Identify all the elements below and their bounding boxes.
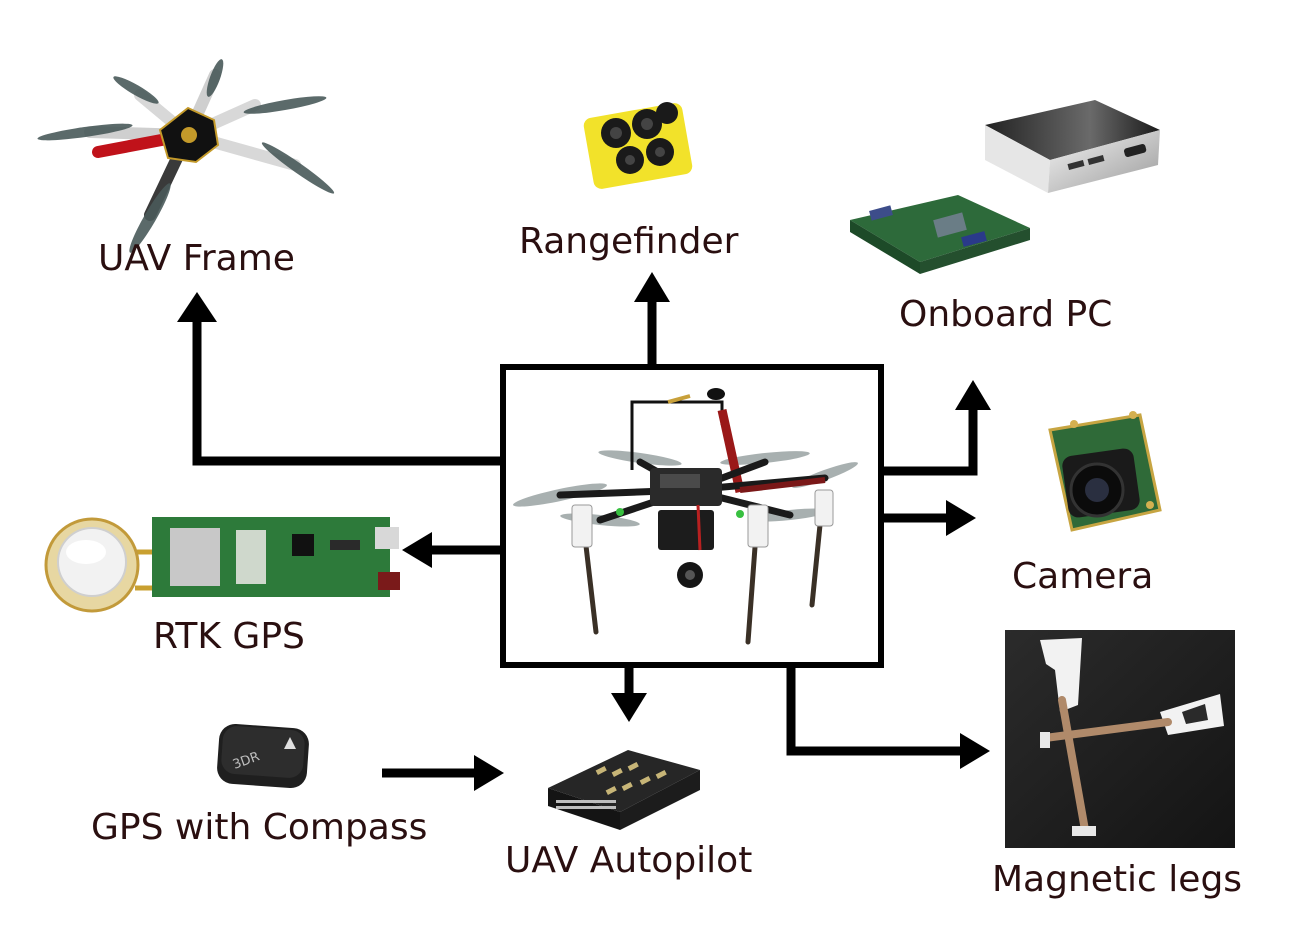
arrow-to-magnetic-legs [786, 665, 990, 769]
arrow-to-rtk-gps [402, 532, 503, 568]
arrow-to-uav-frame [177, 292, 503, 466]
arrow-to-onboard-pc [881, 380, 991, 476]
magnetic-legs-image [1005, 630, 1235, 848]
arrow-to-camera [881, 500, 976, 536]
gps-compass-image: 3DR [217, 724, 309, 788]
label-rangefinder: Rangefinder [519, 221, 739, 262]
rtk-gps-image [44, 517, 400, 613]
label-rtk-gps: RTK GPS [153, 616, 305, 657]
uav-frame-image [37, 59, 335, 253]
label-magnetic-legs: Magnetic legs [992, 859, 1243, 900]
uav-autopilot-image [548, 750, 700, 830]
label-onboard-pc: Onboard PC [899, 294, 1113, 335]
arrow-gps-to-autopilot [382, 755, 504, 791]
rangefinder-image [583, 102, 693, 189]
label-camera: Camera [1012, 556, 1154, 597]
central-drone-image [513, 388, 858, 645]
label-gps-with-compass: GPS with Compass [91, 807, 428, 848]
arrow-to-rangefinder [634, 272, 670, 367]
camera-image [1048, 411, 1162, 532]
arrow-to-uav-autopilot [611, 665, 647, 722]
onboard-pc-image [850, 100, 1160, 274]
label-uav-frame: UAV Frame [98, 238, 295, 279]
label-uav-autopilot: UAV Autopilot [505, 840, 753, 881]
